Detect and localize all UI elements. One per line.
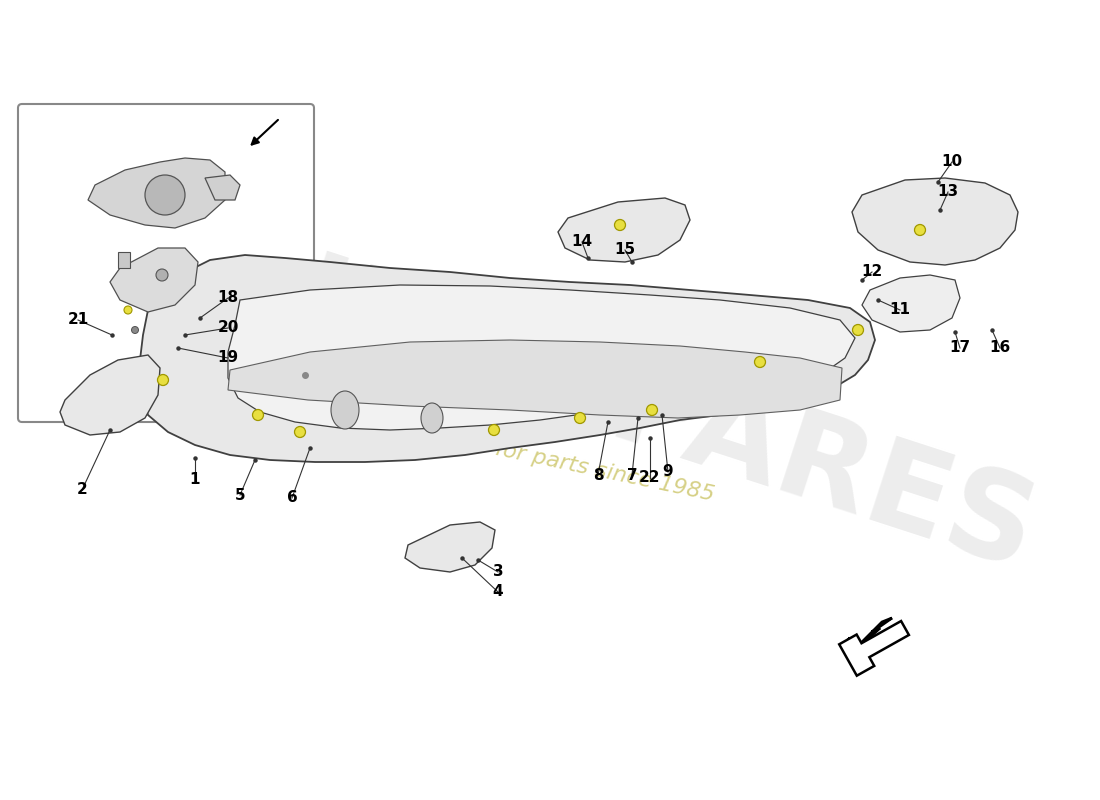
Polygon shape: [848, 618, 892, 646]
Text: 22: 22: [639, 470, 661, 486]
Circle shape: [914, 225, 925, 235]
Circle shape: [488, 425, 499, 435]
Text: 16: 16: [989, 341, 1011, 355]
Polygon shape: [228, 285, 855, 430]
Text: 4: 4: [493, 585, 504, 599]
Text: 18: 18: [218, 290, 239, 306]
Circle shape: [852, 325, 864, 335]
Polygon shape: [140, 255, 874, 462]
Polygon shape: [558, 198, 690, 262]
Circle shape: [615, 219, 626, 230]
Polygon shape: [88, 158, 225, 228]
Text: 20: 20: [218, 321, 239, 335]
Text: 19: 19: [218, 350, 239, 366]
Text: 1: 1: [189, 473, 200, 487]
Circle shape: [145, 175, 185, 215]
Circle shape: [295, 426, 306, 438]
Text: EUROSPARES: EUROSPARES: [151, 204, 1049, 596]
Polygon shape: [228, 340, 842, 418]
Text: 6: 6: [287, 490, 297, 506]
Text: 15: 15: [615, 242, 636, 258]
Polygon shape: [852, 178, 1018, 265]
Polygon shape: [110, 248, 198, 312]
Text: 8: 8: [593, 467, 603, 482]
Circle shape: [647, 405, 658, 415]
Polygon shape: [118, 252, 130, 268]
Text: a passion for parts since 1985: a passion for parts since 1985: [384, 415, 716, 505]
Text: 21: 21: [67, 313, 89, 327]
Text: 5: 5: [234, 487, 245, 502]
Polygon shape: [405, 522, 495, 572]
Text: 13: 13: [937, 185, 958, 199]
Polygon shape: [839, 621, 909, 676]
FancyBboxPatch shape: [18, 104, 314, 422]
Circle shape: [574, 413, 585, 423]
Text: 10: 10: [942, 154, 962, 170]
Circle shape: [132, 326, 139, 334]
Polygon shape: [205, 175, 240, 200]
Text: 11: 11: [890, 302, 911, 318]
Circle shape: [124, 306, 132, 314]
Ellipse shape: [421, 403, 443, 433]
Text: 17: 17: [949, 341, 970, 355]
Circle shape: [755, 357, 766, 367]
Text: 3: 3: [493, 565, 504, 579]
Text: 9: 9: [662, 465, 673, 479]
Text: 7: 7: [627, 467, 637, 482]
Circle shape: [253, 410, 264, 421]
Ellipse shape: [331, 391, 359, 429]
Circle shape: [156, 269, 168, 281]
Text: 2: 2: [77, 482, 87, 498]
Circle shape: [157, 374, 168, 386]
Polygon shape: [60, 355, 160, 435]
Polygon shape: [862, 275, 960, 332]
Text: 12: 12: [861, 265, 882, 279]
Text: 14: 14: [571, 234, 593, 250]
